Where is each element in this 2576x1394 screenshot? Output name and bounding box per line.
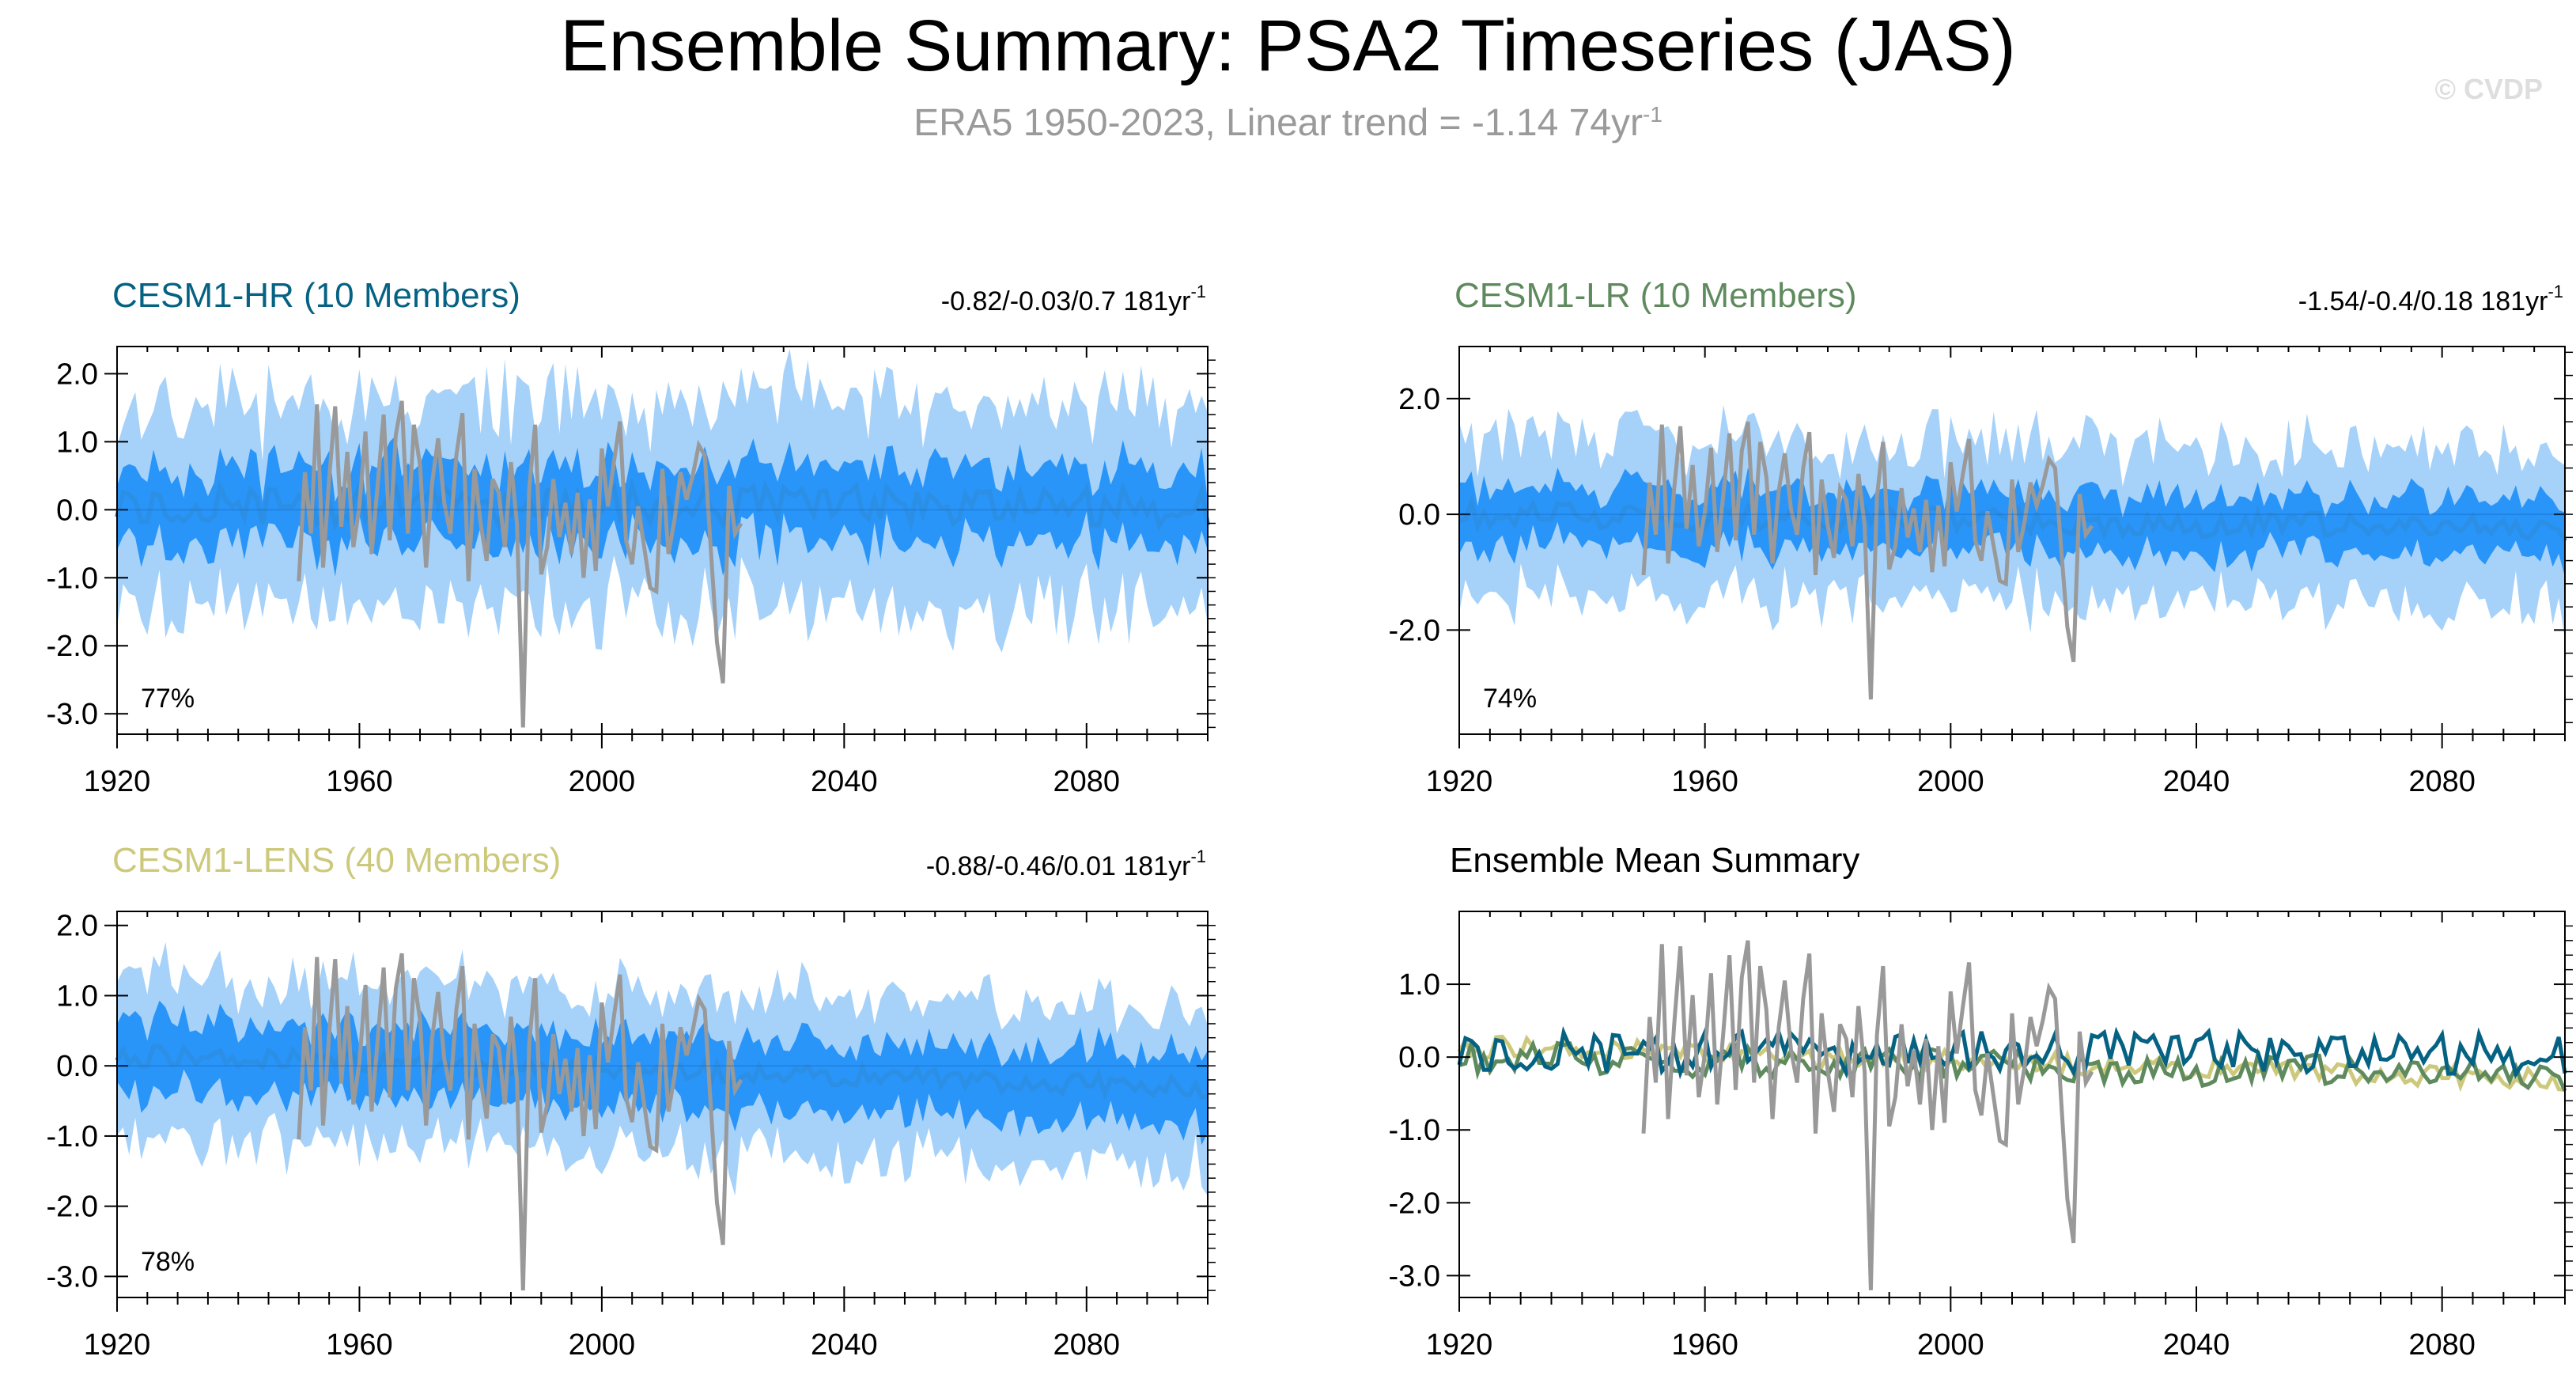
lr-xtick-label: 2000 xyxy=(1917,765,1984,798)
panel-summary: 1920 1960 2000 2040 2080 1.0 0.0 -1.0 -2.0 -3.0 En… xyxy=(1389,841,2573,1362)
summary-ytick-label: 1.0 xyxy=(1398,968,1440,1002)
hr-ytick-label: 2.0 xyxy=(56,358,98,391)
lr-ytick-label: 2.0 xyxy=(1398,383,1440,416)
figure-title: Ensemble Summary: PSA2 Timeseries (JAS) xyxy=(560,6,2016,86)
lr-trend-label: -1.54/-0.4/0.18 181yr-1 xyxy=(2298,282,2563,316)
cvdp-watermark: © CVDP xyxy=(2434,73,2543,105)
summary-xtick-label: 2040 xyxy=(2163,1328,2230,1362)
panel-lr: 1920 1960 2000 2040 2080 2.0 0.0 -2.0 CESM1-LR (… xyxy=(1389,276,2573,798)
hr-ytick-label: 0.0 xyxy=(56,494,98,527)
lr-xtick-label: 2040 xyxy=(2163,765,2230,798)
hr-era5-line xyxy=(297,400,743,728)
hr-xtick-label: 1960 xyxy=(326,765,393,798)
lens-percent-label: 78% xyxy=(141,1247,195,1277)
lr-era5-line xyxy=(1641,421,2094,700)
summary-ytick-label: -1.0 xyxy=(1389,1114,1440,1147)
lens-ytick-label: 2.0 xyxy=(56,910,98,943)
summary-panel-title: Ensemble Mean Summary xyxy=(1450,841,1859,880)
lens-xtick-label: 1920 xyxy=(84,1328,151,1362)
lens-xtick-label: 2000 xyxy=(569,1328,636,1362)
lens-ytick-label: -3.0 xyxy=(47,1260,98,1294)
subtitle-superscript: -1 xyxy=(1643,102,1662,127)
lr-ytick-label: -2.0 xyxy=(1389,614,1440,647)
lens-ytick-label: 1.0 xyxy=(56,979,98,1013)
summary-ytick-label: 0.0 xyxy=(1398,1041,1440,1074)
lens-xtick-label: 1960 xyxy=(326,1328,393,1362)
lr-panel-title: CESM1-LR (10 Members) xyxy=(1454,276,1857,315)
lens-panel-title: CESM1-LENS (40 Members) xyxy=(112,841,561,880)
lr-ensemble-mean-line xyxy=(1458,494,2567,543)
lens-xtick-label: 2040 xyxy=(811,1328,878,1362)
summary-xtick-label: 2080 xyxy=(2408,1328,2476,1362)
hr-xtick-label: 2000 xyxy=(569,765,636,798)
lens-ytick-label: -1.0 xyxy=(47,1120,98,1153)
lens-xtick-label: 2080 xyxy=(1053,1328,1121,1362)
lr-ytick-label: 0.0 xyxy=(1398,498,1440,532)
hr-percent-label: 77% xyxy=(141,684,195,714)
lens-trend-label: -0.88/-0.46/0.01 181yr-1 xyxy=(926,847,1206,881)
hr-ytick-label: -1.0 xyxy=(47,562,98,595)
summary-ytick-label: -3.0 xyxy=(1389,1260,1440,1293)
hr-xtick-label: 2040 xyxy=(811,765,878,798)
panel-hr: 1920 1960 2000 2040 2080 2.0 1.0 0.0 -1.0 -2.0 -3.… xyxy=(47,276,1216,798)
panel-lens: 1920 1960 2000 2040 2080 2.0 1.0 0.0 -1.0 -2.0 -3.… xyxy=(47,841,1216,1362)
lr-xtick-label: 2080 xyxy=(2408,765,2476,798)
hr-trend-label: -0.82/-0.03/0.7 181yr-1 xyxy=(941,282,1206,316)
figure-subtitle: ERA5 1950-2023, Linear trend = -1.14 74y… xyxy=(0,101,2576,145)
lr-xtick-label: 1960 xyxy=(1671,765,1738,798)
lens-era5-line xyxy=(297,953,743,1291)
hr-xtick-label: 2080 xyxy=(1053,765,1121,798)
lens-ytick-label: -2.0 xyxy=(47,1191,98,1224)
summary-xtick-label: 1920 xyxy=(1426,1328,1493,1362)
summary-era5-line xyxy=(1641,940,2094,1290)
summary-plot-frame xyxy=(1458,911,2566,1298)
summary-line-lr xyxy=(1458,1039,2567,1092)
hr-ytick-label: -3.0 xyxy=(47,698,98,731)
subtitle-text: ERA5 1950-2023, Linear trend = -1.14 74y… xyxy=(914,102,1644,144)
hr-ytick-label: 1.0 xyxy=(56,426,98,459)
hr-panel-title: CESM1-HR (10 Members) xyxy=(112,276,520,315)
hr-xtick-label: 1920 xyxy=(84,765,151,798)
summary-ytick-label: -2.0 xyxy=(1389,1187,1440,1220)
lr-xtick-label: 1920 xyxy=(1426,765,1493,798)
summary-xtick-label: 1960 xyxy=(1671,1328,1738,1362)
hr-ytick-label: -2.0 xyxy=(47,630,98,663)
lr-percent-label: 74% xyxy=(1483,684,1537,714)
lens-ytick-label: 0.0 xyxy=(56,1050,98,1083)
summary-xtick-label: 2000 xyxy=(1917,1328,1984,1362)
lens-ensemble-mean-line xyxy=(115,1043,1209,1101)
